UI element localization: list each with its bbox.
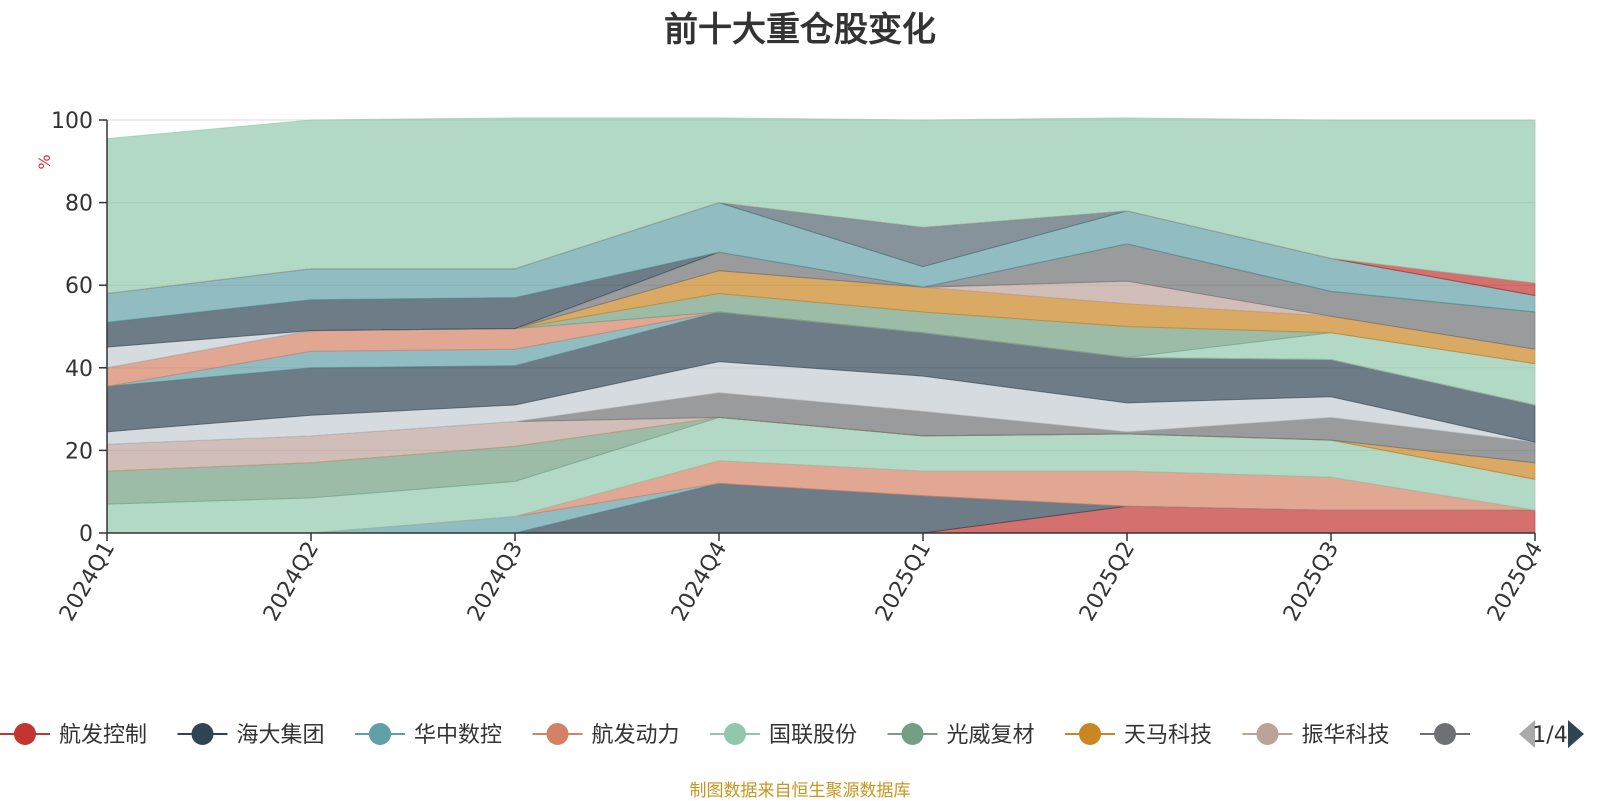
legend-page-indicator: 1/4 [1532, 723, 1567, 748]
legend-item[interactable]: 天马科技 [1065, 723, 1212, 748]
legend-marker [1256, 723, 1279, 745]
legend-item[interactable]: 航发控制 [0, 723, 147, 748]
legend-label: 国联股份 [769, 723, 857, 748]
y-tick-label: 100 [51, 109, 93, 134]
legend-item[interactable]: 国联股份 [710, 723, 857, 748]
y-tick-label: 0 [79, 522, 93, 547]
legend-next-icon[interactable] [1568, 720, 1584, 748]
legend-marker [546, 723, 569, 745]
legend-marker [1434, 723, 1456, 745]
chart-title: 前十大重仓股变化 [664, 10, 936, 50]
x-tick-label: 2024Q3 [463, 538, 528, 626]
y-tick-label: 20 [65, 439, 93, 464]
legend: 航发控制 海大集团 华中数控 航发动力 国联股份 光威复材 天马科技 振华科技 1/4 [0, 720, 1584, 748]
y-tick-label: 40 [65, 357, 93, 382]
legend-marker [369, 723, 391, 745]
legend-marker [901, 723, 924, 745]
legend-item[interactable]: 航发动力 [532, 723, 680, 748]
legend-label: 航发动力 [592, 723, 680, 748]
y-tick-label: 60 [65, 274, 93, 299]
legend-item[interactable]: 华中数控 [355, 723, 502, 748]
area-24 [106, 117, 1536, 295]
legend-item-partial[interactable] [1420, 723, 1470, 745]
legend-label: 光威复材 [947, 723, 1035, 748]
legend-item[interactable]: 光威复材 [887, 723, 1035, 748]
legend-marker [14, 723, 36, 745]
legend-marker [1079, 723, 1101, 745]
y-tick-label: 80 [65, 192, 93, 217]
legend-item[interactable]: 海大集团 [177, 723, 325, 748]
x-tick-label: 2024Q4 [667, 538, 732, 626]
x-tick-label: 2025Q4 [1483, 538, 1548, 626]
legend-item[interactable]: 振华科技 [1242, 723, 1390, 748]
legend-label: 振华科技 [1302, 723, 1390, 748]
legend-marker [191, 723, 214, 745]
data-source-footer: 制图数据来自恒生聚源数据库 [689, 781, 911, 801]
legend-label: 天马科技 [1124, 723, 1212, 748]
legend-label: 华中数控 [414, 723, 502, 748]
x-tick-label: 2025Q3 [1279, 538, 1344, 626]
legend-label: 海大集团 [237, 723, 325, 748]
legend-marker [724, 723, 746, 745]
x-tick-label: 2024Q1 [55, 538, 120, 626]
legend-prev-icon[interactable] [1519, 720, 1535, 748]
x-tick-label: 2024Q2 [259, 538, 324, 626]
legend-label: 航发控制 [59, 723, 147, 748]
x-tick-label: 2025Q1 [871, 538, 936, 626]
x-tick-label: 2025Q2 [1075, 538, 1140, 626]
y-axis-label: % [35, 154, 54, 169]
area-series [106, 117, 1536, 534]
